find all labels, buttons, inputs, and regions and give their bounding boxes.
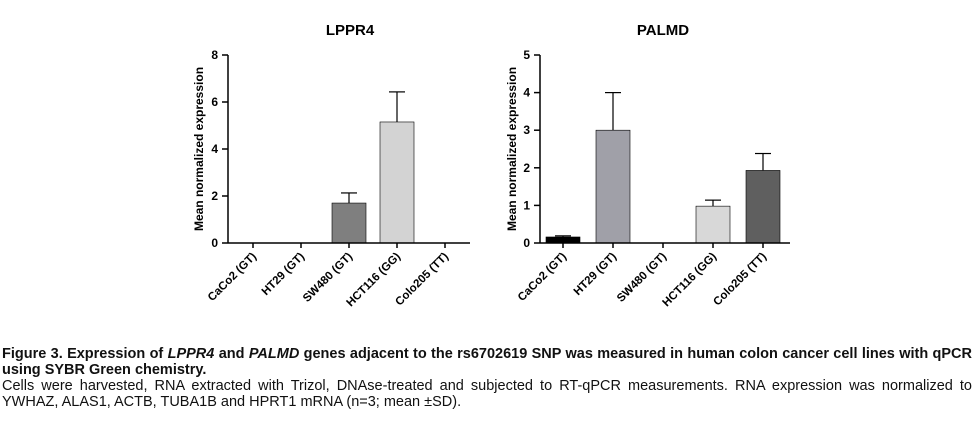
caption-text: genes adjacent to the rs6702619 SNP was … bbox=[2, 346, 972, 378]
bar bbox=[545, 236, 581, 244]
error-bar bbox=[341, 192, 357, 204]
caption-text: Figure 3. Expression of bbox=[2, 346, 168, 362]
y-tick-label: 2 bbox=[211, 189, 218, 203]
y-tick-label: 5 bbox=[523, 48, 530, 62]
caption-body: Cells were harvested, RNA extracted with… bbox=[2, 378, 972, 410]
y-axis-label: Mean normalized expression bbox=[505, 67, 519, 231]
y-axis-label: Mean normalized expression bbox=[192, 67, 206, 231]
caption-title: Figure 3. Expression of LPPR4 and PALMD … bbox=[2, 346, 972, 378]
bar bbox=[745, 170, 781, 244]
error-bar bbox=[389, 91, 405, 122]
error-bar bbox=[755, 152, 771, 171]
bar bbox=[595, 129, 631, 244]
y-tick-label: 6 bbox=[211, 95, 218, 109]
x-tick-label: HT29 (GT) bbox=[260, 251, 307, 298]
y-tick-label: 3 bbox=[523, 123, 530, 137]
y-tick-label: 4 bbox=[523, 86, 530, 100]
x-tick-label: CaCo2 (GT) bbox=[516, 251, 569, 304]
y-tick-label: 0 bbox=[211, 236, 218, 250]
gene-name: LPPR4 bbox=[167, 346, 215, 362]
caption-text: and bbox=[214, 346, 249, 362]
bar bbox=[331, 202, 367, 244]
x-tick-label: HCT116 (GG) bbox=[660, 251, 719, 310]
x-tick-label: Colo205 (TT) bbox=[711, 251, 769, 309]
y-tick-label: 8 bbox=[211, 48, 218, 62]
x-tick-label: SW480 (GT) bbox=[615, 251, 669, 305]
x-tick-label: HT29 (GT) bbox=[572, 251, 619, 298]
error-bar bbox=[605, 91, 621, 131]
caption: Figure 3. Expression of LPPR4 and PALMD … bbox=[2, 346, 972, 410]
bar bbox=[695, 205, 731, 244]
error-bar bbox=[555, 235, 571, 237]
chart-title: PALMD bbox=[637, 22, 689, 39]
y-tick-label: 2 bbox=[523, 161, 530, 175]
error-bar bbox=[705, 199, 721, 207]
gene-name: PALMD bbox=[248, 346, 300, 362]
figure: LPPR4 Mean normalized expression 0 2 4 6 8 CaCo… bbox=[192, 22, 790, 310]
y-tick-label: 1 bbox=[523, 198, 530, 212]
x-tick-label: SW480 (GT) bbox=[301, 251, 355, 305]
y-tick-label: 4 bbox=[211, 142, 218, 156]
x-tick-label: CaCo2 (GT) bbox=[206, 251, 259, 304]
bar bbox=[379, 121, 415, 244]
chart-title: LPPR4 bbox=[326, 22, 375, 39]
y-tick-label: 0 bbox=[523, 236, 530, 250]
